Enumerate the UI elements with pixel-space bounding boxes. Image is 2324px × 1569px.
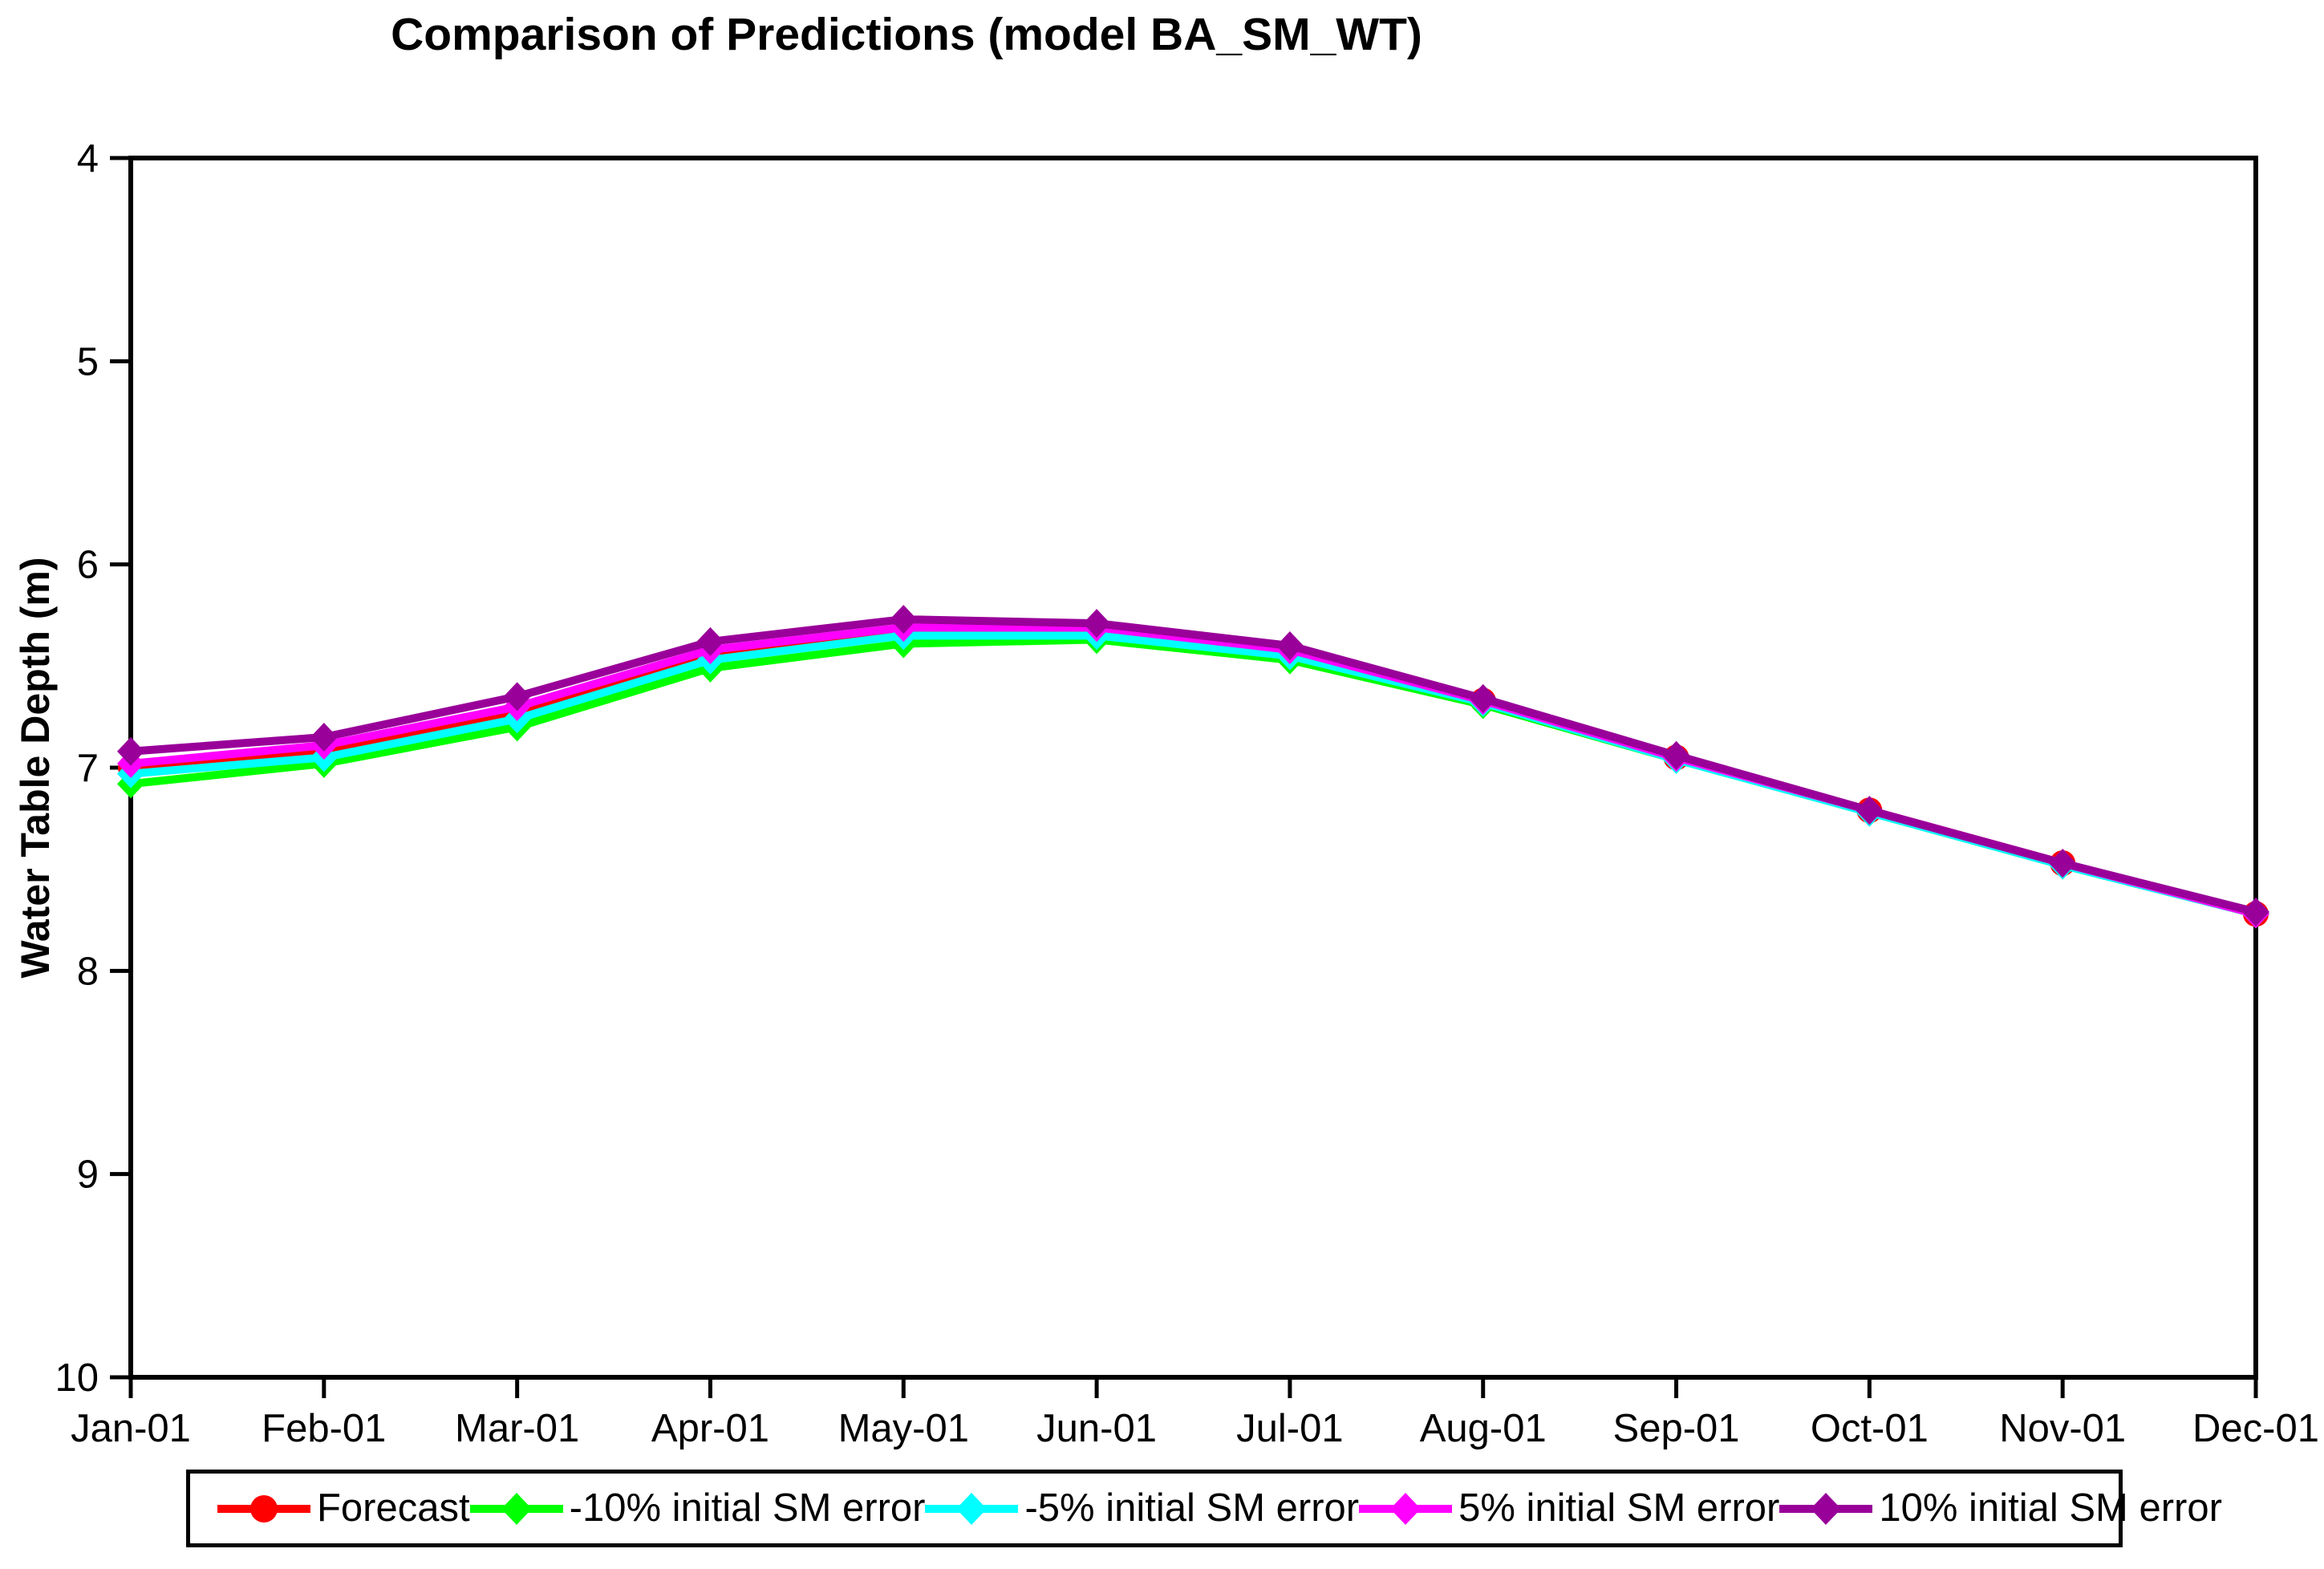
legend-diamond-marker-icon	[1779, 1492, 1873, 1525]
x-tick-label: Apr-01	[651, 1407, 769, 1450]
data-point-diamond	[503, 682, 531, 712]
legend-diamond-marker-icon	[1359, 1492, 1453, 1525]
data-point-diamond	[1083, 609, 1111, 639]
legend-item-label: Forecast	[317, 1486, 470, 1530]
plot-border	[128, 156, 2258, 1380]
y-tick-label: 6	[77, 544, 99, 587]
x-tick-label: Jul-01	[1236, 1407, 1343, 1450]
legend-item-label: 5% initial SM error	[1458, 1486, 1780, 1530]
legend-item: -5% initial SM error	[925, 1488, 1359, 1530]
y-tick-label: 10	[55, 1356, 99, 1400]
chart-title: Comparison of Predictions (model BA_SM_W…	[391, 9, 1422, 60]
x-tick-label: Oct-01	[1811, 1407, 1929, 1450]
legend-box: Forecast -10% initial SM error -5% initial…	[186, 1470, 2222, 1547]
y-tick-label: 5	[77, 340, 99, 383]
legend-item-label: 10% initial SM error	[1879, 1486, 2222, 1530]
data-point-diamond	[890, 605, 918, 634]
x-tick-label: Jan-01	[71, 1407, 191, 1450]
data-point-diamond	[117, 736, 144, 766]
data-point-diamond	[2242, 897, 2269, 926]
legend-item-label: -10% initial SM error	[569, 1486, 926, 1530]
x-tick-label: Sep-01	[1613, 1407, 1740, 1450]
y-tick-label: 9	[77, 1153, 99, 1197]
series-line-2	[130, 631, 2257, 918]
x-tick-label: Mar-01	[455, 1407, 579, 1450]
x-tick-label: Aug-01	[1420, 1407, 1547, 1450]
legend-item-label: -5% initial SM error	[1024, 1486, 1360, 1530]
legend-item: -10% initial SM error	[469, 1486, 926, 1530]
legend-diamond-marker-icon	[925, 1492, 1019, 1525]
data-point-diamond	[1662, 740, 1690, 770]
series-line-0	[130, 627, 2257, 918]
series-line-1	[130, 635, 2257, 918]
data-point-diamond	[1856, 796, 1884, 825]
x-tick-label: Nov-01	[1999, 1407, 2126, 1450]
y-tick-label: 7	[77, 747, 99, 790]
series-line-4	[130, 615, 2257, 916]
data-point-diamond	[1469, 683, 1497, 713]
legend-item: 5% initial SM error	[1359, 1488, 1779, 1530]
data-point-diamond	[2049, 849, 2077, 878]
x-tick-label: Feb-01	[262, 1407, 386, 1450]
x-tick-label: Dec-01	[2192, 1407, 2319, 1450]
data-point-diamond	[310, 723, 338, 752]
series-line-3	[130, 623, 2257, 918]
y-tick-label: 4	[77, 137, 99, 180]
legend-item: Forecast	[217, 1488, 470, 1530]
y-tick-label: 8	[77, 950, 99, 993]
data-point-diamond	[696, 626, 724, 656]
legend-circle-marker-icon	[217, 1494, 310, 1522]
data-point-diamond	[1276, 631, 1304, 660]
legend-item: 10% initial SM error	[1779, 1488, 2222, 1530]
legend-diamond-marker-icon	[469, 1492, 563, 1525]
x-tick-label: Jun-01	[1036, 1407, 1157, 1450]
x-tick-label: May-01	[838, 1407, 969, 1450]
